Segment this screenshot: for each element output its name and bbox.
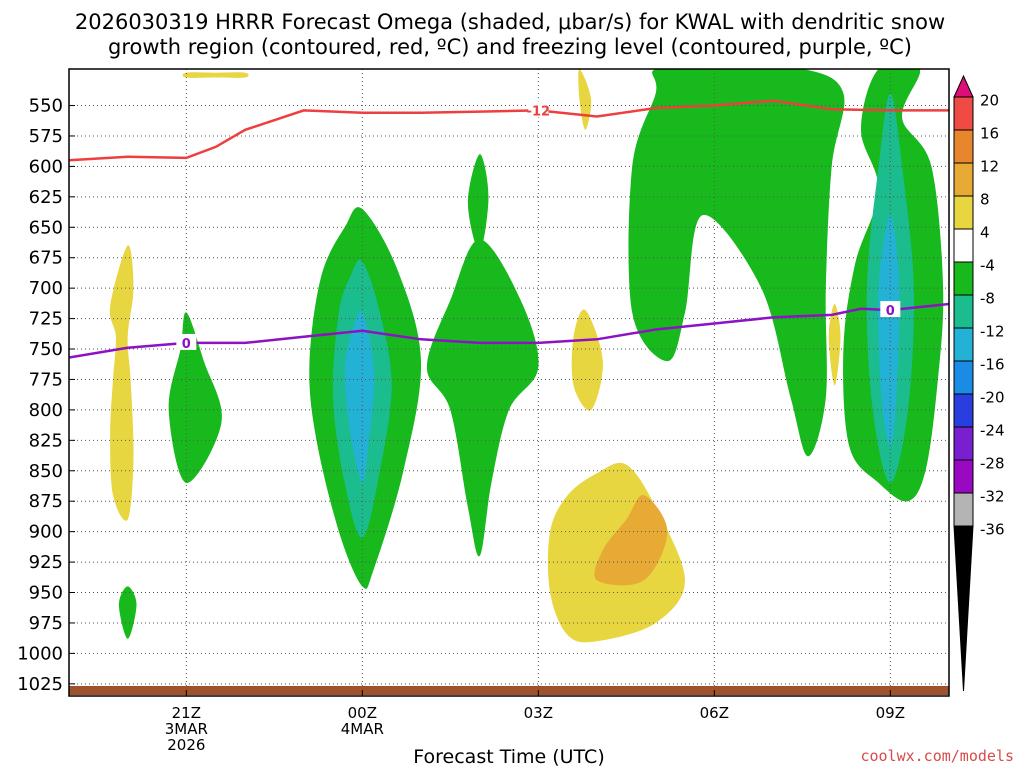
omega-region bbox=[109, 245, 134, 521]
contour-label-bg bbox=[880, 301, 901, 318]
omega-region bbox=[344, 311, 375, 484]
y-tick-label: 800 bbox=[29, 400, 63, 421]
contour-label: -12 bbox=[527, 104, 551, 119]
colorbar-band bbox=[953, 294, 974, 329]
y-tick-label: 850 bbox=[29, 461, 63, 482]
plot-area: -12 0 0 bbox=[68, 68, 950, 697]
omega-region bbox=[828, 304, 841, 386]
contours: -12 0 0 bbox=[69, 99, 949, 359]
contour-label-bg bbox=[176, 333, 197, 350]
colorbar-band bbox=[953, 492, 974, 527]
y-tick-label: 825 bbox=[29, 430, 63, 451]
y-tick-label: 650 bbox=[29, 217, 63, 238]
chart-title-line-1: 2026030319 HRRR Forecast Omega (shaded, … bbox=[75, 10, 945, 34]
colorbar-band bbox=[953, 96, 974, 131]
colorbar-label: 20 bbox=[980, 92, 999, 110]
y-tick-label: 700 bbox=[29, 278, 63, 299]
omega-region bbox=[594, 494, 668, 586]
dgz-contour-line bbox=[69, 99, 949, 162]
y-tick-label: 750 bbox=[29, 339, 63, 360]
gridlines bbox=[69, 69, 949, 696]
omega-region bbox=[628, 69, 845, 457]
colorbar-label: -32 bbox=[980, 488, 1005, 506]
y-tick-label: 600 bbox=[29, 156, 63, 177]
omega-region bbox=[118, 586, 137, 639]
x-tick-label: 09Z bbox=[876, 704, 905, 722]
y-tick-label: 575 bbox=[29, 126, 63, 147]
x-axis-title: Forecast Time (UTC) bbox=[413, 746, 604, 768]
colorbar-top-arrow bbox=[953, 74, 974, 98]
y-tick-label: 1000 bbox=[17, 643, 63, 664]
omega-region bbox=[182, 72, 249, 78]
omega-region bbox=[426, 239, 539, 557]
colorbar-label: -8 bbox=[980, 290, 995, 308]
contour-label: 0 bbox=[886, 304, 895, 319]
colorbar-label: -12 bbox=[980, 323, 1005, 341]
contour-label-bg bbox=[528, 101, 549, 118]
omega-region bbox=[878, 215, 900, 447]
chart-title-line-2: growth region (contoured, red, ºC) and f… bbox=[108, 35, 912, 59]
colorbar-label: 16 bbox=[980, 125, 999, 143]
colorbar-band bbox=[953, 261, 974, 296]
y-tick-label: 550 bbox=[29, 96, 63, 117]
colorbar-label: -16 bbox=[980, 356, 1005, 374]
colorbar-bottom-arrow bbox=[953, 525, 974, 692]
colorbar-band bbox=[953, 459, 974, 494]
colorbar-band bbox=[953, 393, 974, 428]
y-tick-label: 775 bbox=[29, 369, 63, 390]
colorbar-band bbox=[953, 162, 974, 197]
credit-text: coolwx.com/models bbox=[860, 747, 1014, 765]
x-tick-label: 21Z bbox=[172, 704, 201, 722]
y-tick-label: 975 bbox=[29, 613, 63, 634]
contour-label: 0 bbox=[182, 337, 191, 352]
plot-frame bbox=[68, 68, 950, 697]
y-tick-label: 625 bbox=[29, 187, 63, 208]
colorbar-label: -28 bbox=[980, 455, 1005, 473]
colorbar-band bbox=[953, 195, 974, 230]
colorbar-label: 8 bbox=[980, 191, 990, 209]
colorbar-label: -24 bbox=[980, 422, 1005, 440]
colorbar-label: 12 bbox=[980, 158, 999, 176]
colorbar-label: 4 bbox=[980, 224, 990, 242]
y-tick-label: 925 bbox=[29, 552, 63, 573]
x-tick-label: 06Z bbox=[700, 704, 729, 722]
y-tick-label: 1025 bbox=[17, 674, 63, 695]
y-tick-label: 675 bbox=[29, 248, 63, 269]
colorbar: 20 16 12 8 4 -4 -8 -12 -16 -20 -24 -28 -32 -36 bbox=[953, 74, 1005, 692]
colorbar-label: -36 bbox=[980, 521, 1005, 539]
freezing-level-line bbox=[69, 302, 949, 359]
colorbar-band bbox=[953, 426, 974, 461]
x-tick-label: 03Z bbox=[524, 704, 553, 722]
y-axis: 550 575 600 625 650 675 700 725 750 775 800 825 850 8… bbox=[17, 96, 75, 695]
y-tick-label: 875 bbox=[29, 491, 63, 512]
terrain-ground bbox=[69, 686, 949, 695]
y-tick-label: 950 bbox=[29, 583, 63, 604]
colorbar-band bbox=[953, 327, 974, 362]
x-tick-label: 2026 bbox=[167, 736, 205, 754]
colorbar-label: -4 bbox=[980, 257, 995, 275]
y-tick-label: 725 bbox=[29, 309, 63, 330]
y-tick-label: 900 bbox=[29, 522, 63, 543]
x-tick-label: 3MAR bbox=[165, 720, 208, 738]
omega-region bbox=[571, 309, 603, 411]
colorbar-band bbox=[953, 129, 974, 164]
colorbar-label: -20 bbox=[980, 389, 1005, 407]
colorbar-band bbox=[953, 360, 974, 395]
colorbar-band bbox=[953, 228, 974, 263]
x-tick-label: 4MAR bbox=[341, 720, 384, 738]
x-axis: 21Z3MAR202600Z4MAR03Z06Z09Z12Z bbox=[165, 690, 905, 754]
x-tick-label: 00Z bbox=[348, 704, 377, 722]
omega-shading bbox=[109, 69, 944, 643]
